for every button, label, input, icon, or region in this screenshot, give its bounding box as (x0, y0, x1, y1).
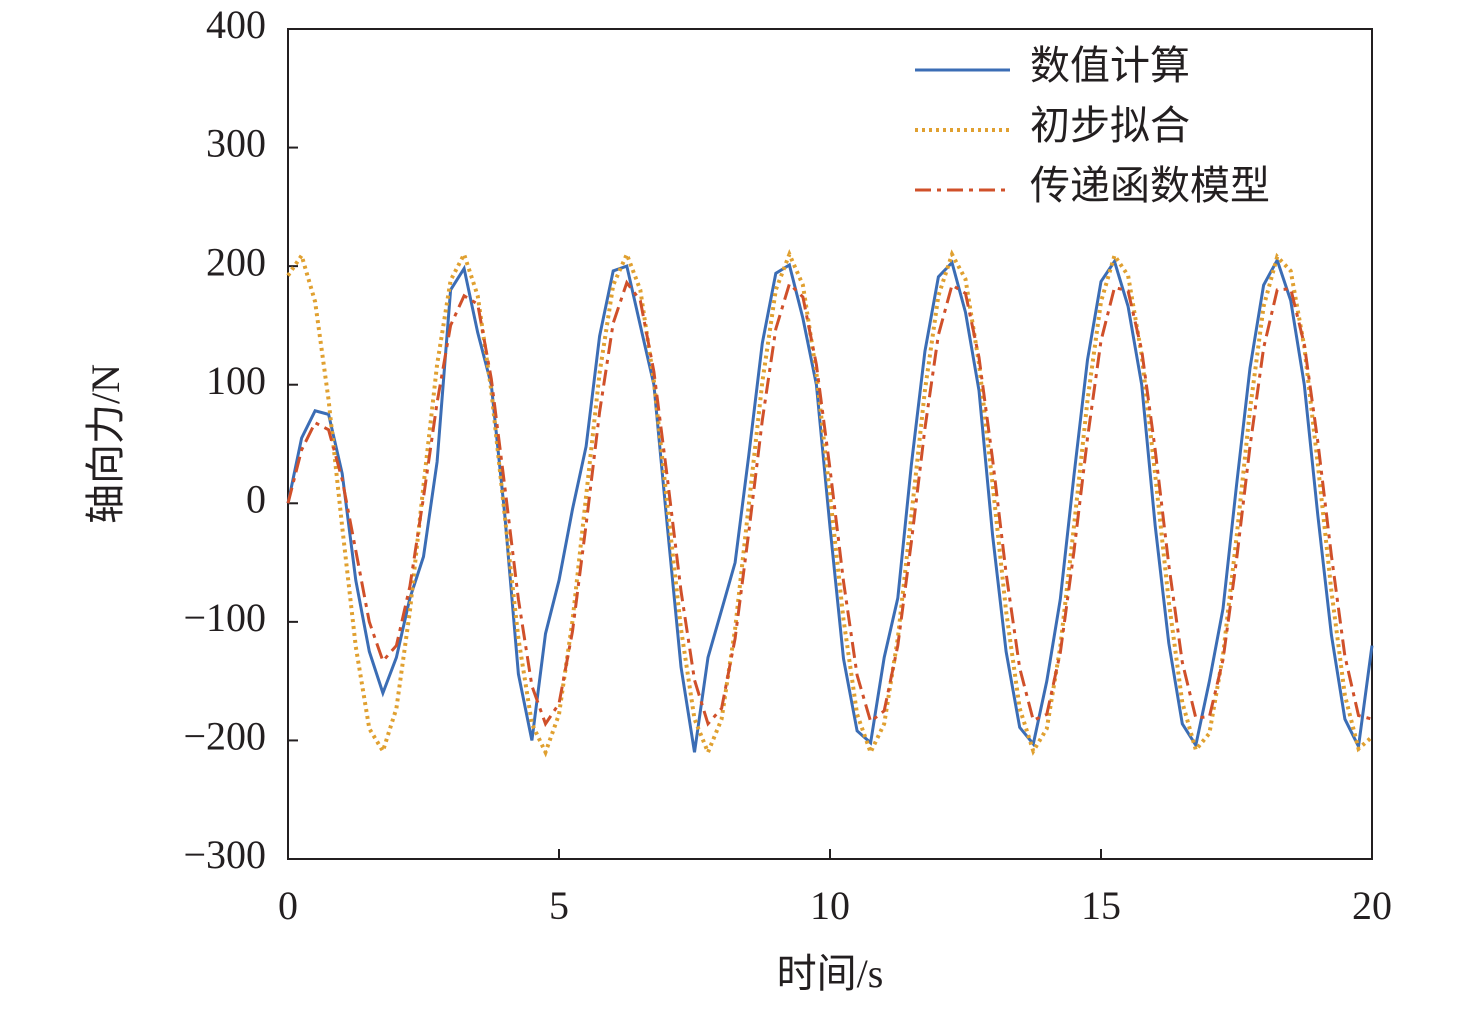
x-tick-label: 10 (810, 883, 850, 928)
x-tick-label: 20 (1352, 883, 1392, 928)
x-tick-label: 15 (1081, 883, 1121, 928)
series-line (286, 256, 1374, 753)
y-tick-label: −300 (183, 832, 266, 877)
y-tick-label: −100 (183, 595, 266, 640)
plot-frame (287, 28, 1373, 860)
y-tick-label: 300 (206, 121, 266, 166)
legend-label: 数值计算 (1030, 43, 1190, 88)
y-tick-label: 200 (206, 239, 266, 284)
y-axis-label: 轴向力/N (83, 364, 128, 524)
series-line (286, 249, 1374, 758)
x-tick-label: 5 (549, 883, 569, 928)
x-axis-label: 时间/s (777, 951, 884, 996)
legend-label: 初步拟合 (1030, 103, 1190, 148)
legend-label: 传递函数模型 (1030, 163, 1270, 208)
y-tick-label: 100 (206, 358, 266, 403)
y-tick-label: −200 (183, 714, 266, 759)
y-tick-label: 400 (206, 2, 266, 47)
x-tick-label: 0 (278, 883, 298, 928)
series-line (286, 279, 1373, 728)
y-tick-label: 0 (246, 476, 266, 521)
